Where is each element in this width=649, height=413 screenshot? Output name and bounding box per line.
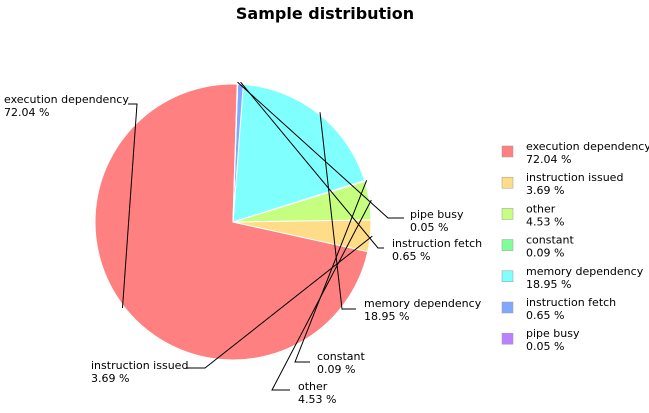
legend-label-instruction-fetch: instruction fetch: [526, 296, 616, 309]
leader-line-execution-dependency: [122, 103, 138, 309]
callout-percent-pipe-busy: 0.05 %: [410, 221, 448, 234]
pie-slice-execution-dependency: [94, 83, 369, 361]
callout-percent-instruction-issued: 3.69 %: [91, 372, 129, 385]
legend-swatch-instruction-fetch: [501, 301, 514, 314]
callout-label-pipe-busy: pipe busy: [410, 208, 464, 221]
legend-percent-instruction-fetch: 0.65 %: [526, 309, 564, 322]
leader-line-instruction-fetch: [240, 81, 384, 249]
legend-percent-other: 4.53 %: [526, 215, 564, 228]
callout-percent-other: 4.53 %: [298, 393, 336, 406]
callout-percent-instruction-fetch: 0.65 %: [392, 250, 430, 263]
callout-label-instruction-issued: instruction issued: [91, 359, 188, 372]
leader-line-memory-dependency: [319, 112, 356, 310]
callout-percent-memory-dependency: 18.95 %: [364, 310, 409, 323]
legend-swatch-instruction-issued: [501, 176, 514, 189]
legend-percent-pipe-busy: 0.05 %: [526, 340, 564, 353]
legend-percent-execution-dependency: 72.04 %: [526, 153, 571, 166]
leader-line-other: [271, 199, 372, 391]
callout-label-instruction-fetch: instruction fetch: [392, 237, 482, 250]
callout-percent-constant: 0.09 %: [317, 363, 355, 376]
legend-label-execution-dependency: execution dependency: [526, 140, 649, 153]
callout-label-execution-dependency: execution dependency: [4, 93, 129, 106]
leader-line-pipe-busy: [237, 81, 404, 219]
legend-swatch-other: [501, 208, 514, 220]
legend-label-other: other: [526, 202, 556, 215]
pie-slices: [94, 83, 372, 361]
leader-line-constant: [294, 180, 368, 363]
leader-line-instruction-issued: [186, 235, 373, 369]
callout-label-constant: constant: [317, 350, 366, 363]
legend-percent-memory-dependency: 18.95 %: [526, 278, 571, 291]
callout-label-other: other: [298, 380, 328, 393]
legend-label-pipe-busy: pipe busy: [526, 327, 580, 340]
legend-swatch-pipe-busy: [501, 332, 514, 345]
legend-label-constant: constant: [526, 234, 575, 247]
legend-label-memory-dependency: memory dependency: [526, 265, 644, 278]
callout-percent-execution-dependency: 72.04 %: [4, 106, 49, 119]
callout-label-memory-dependency: memory dependency: [364, 297, 482, 310]
legend-label-instruction-issued: instruction issued: [526, 171, 623, 184]
legend-percent-constant: 0.09 %: [526, 247, 564, 260]
legend-percent-instruction-issued: 3.69 %: [526, 184, 564, 197]
legend-swatch-constant: [501, 239, 514, 251]
legend-swatch-execution-dependency: [501, 145, 514, 158]
legend-swatch-memory-dependency: [501, 270, 514, 283]
chart-title: Sample distribution: [236, 4, 414, 23]
pie-slice-pipe-busy: [232, 83, 239, 223]
